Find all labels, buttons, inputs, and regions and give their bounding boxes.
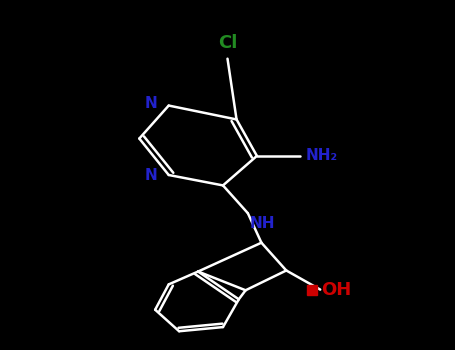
Text: N: N xyxy=(144,168,157,183)
Text: NH: NH xyxy=(250,216,276,231)
Text: OH: OH xyxy=(322,281,352,299)
Text: N: N xyxy=(144,96,157,111)
Text: Cl: Cl xyxy=(218,34,237,52)
Text: NH₂: NH₂ xyxy=(305,148,338,163)
